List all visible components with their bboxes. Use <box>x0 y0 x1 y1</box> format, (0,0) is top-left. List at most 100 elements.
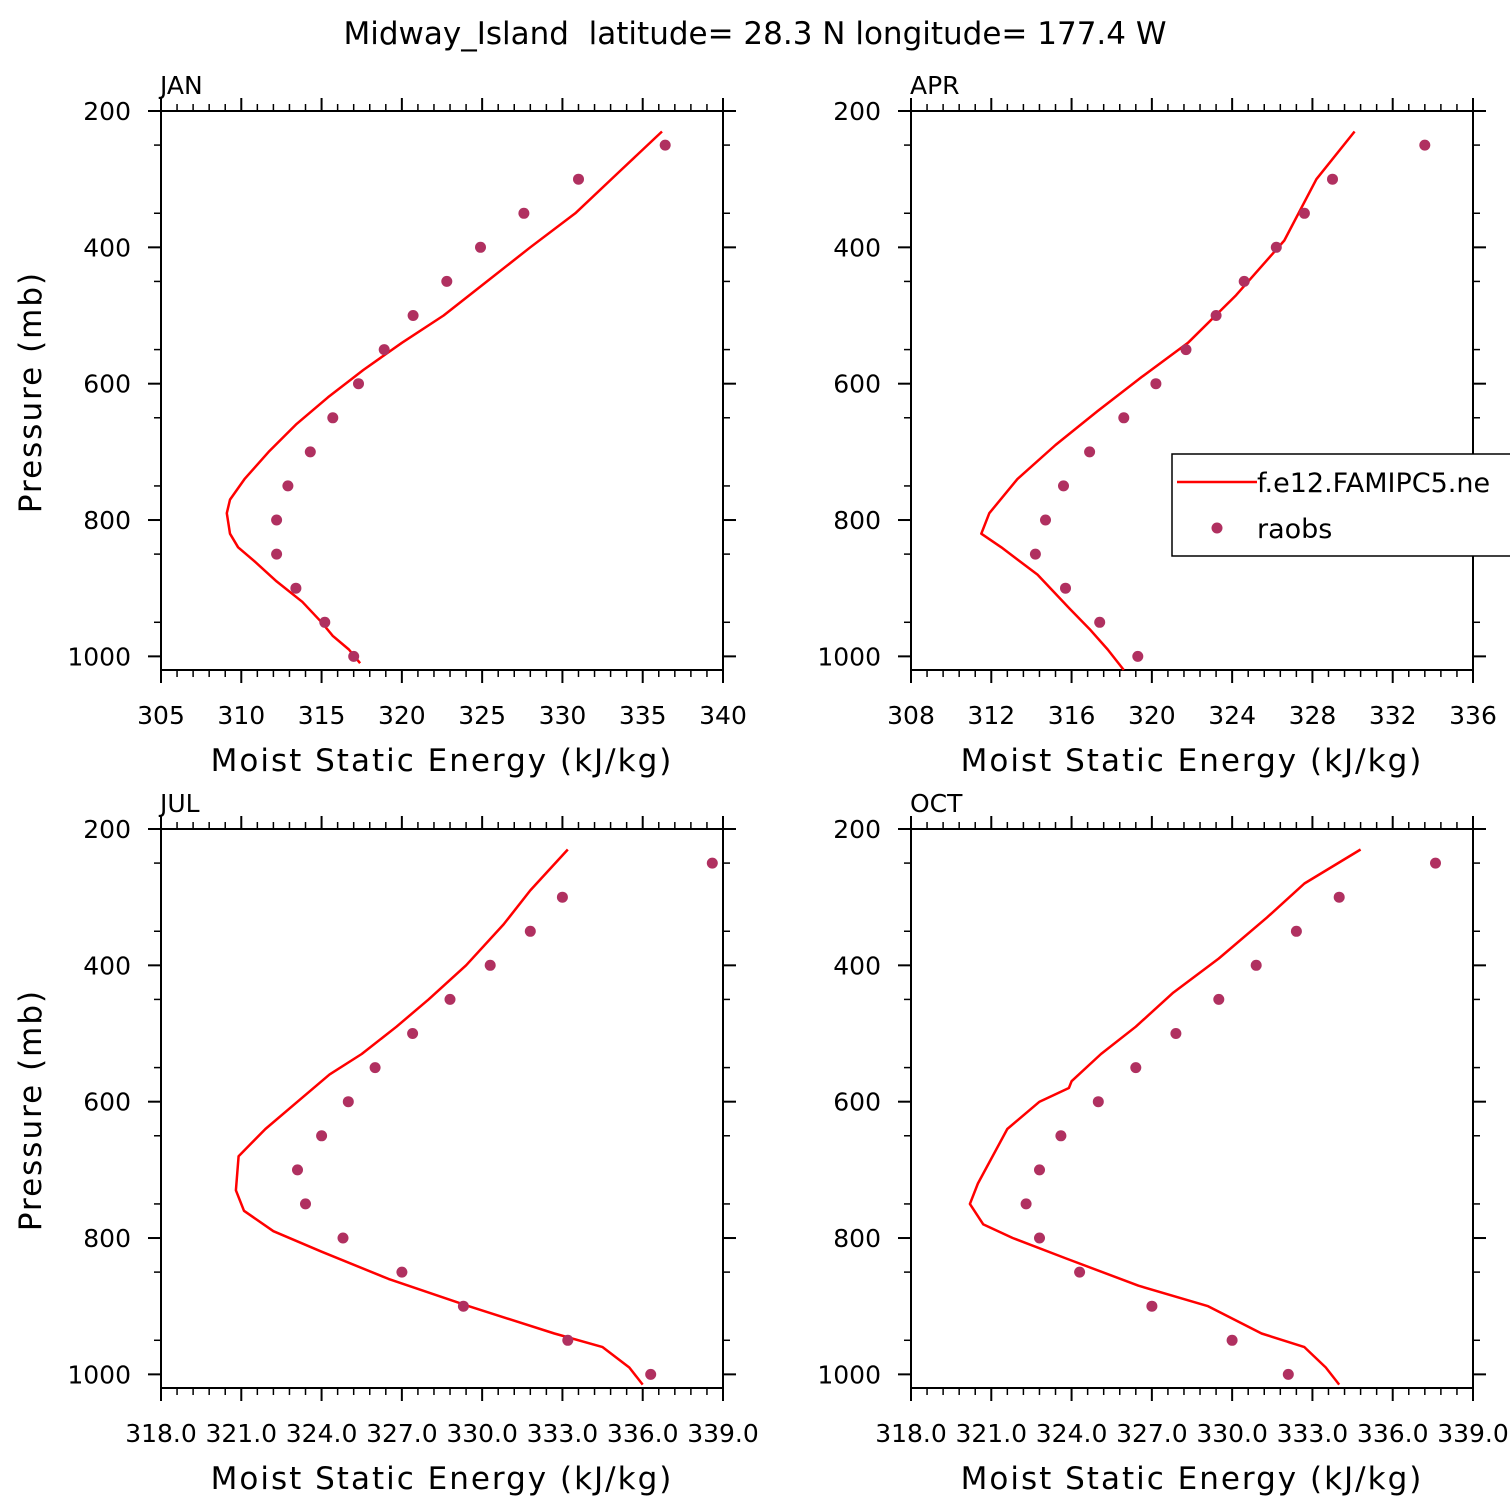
x-tick-label: 320 <box>1128 701 1176 730</box>
x-tick-label: 339.0 <box>687 1419 759 1448</box>
y-tick-label: 800 <box>83 1224 131 1253</box>
y-tick-label: 200 <box>83 97 131 126</box>
raobs-point <box>1094 616 1106 628</box>
x-tick-label: 336 <box>1449 701 1497 730</box>
raobs-point <box>316 1130 328 1142</box>
chart-title: Midway_Island latitude= 28.3 N longitude… <box>344 16 1167 52</box>
raobs-point <box>1146 1300 1158 1312</box>
raobs-point <box>1084 446 1096 458</box>
raobs-point <box>457 1300 469 1312</box>
x-tick-label: 325 <box>458 701 506 730</box>
model-series-line <box>980 130 1356 671</box>
raobs-point <box>645 1368 657 1380</box>
raobs-point <box>1430 857 1441 869</box>
y-axis-label-jan: Pressure (mb) <box>13 271 49 513</box>
panel-label-jul: JUL <box>158 789 200 818</box>
raobs-point <box>1170 1028 1182 1039</box>
x-tick-label: 330.0 <box>446 1419 518 1448</box>
plot-frame <box>910 828 1474 1389</box>
raobs-point <box>1282 1368 1294 1380</box>
raobs-point <box>1074 1266 1086 1278</box>
raobs-point <box>407 310 419 321</box>
raobs-point <box>1034 1164 1045 1176</box>
raobs-point <box>573 173 584 185</box>
x-axis-label-apr: Moist Static Energy (kJ/kg) <box>961 743 1424 779</box>
raobs-point <box>556 891 568 903</box>
raobs-point <box>348 650 360 662</box>
raobs-point <box>1034 1232 1045 1244</box>
y-tick-label: 600 <box>833 1088 881 1117</box>
x-tick-label: 324.0 <box>1036 1419 1108 1448</box>
raobs-point <box>1055 1130 1067 1142</box>
x-tick-label: 330.0 <box>1196 1419 1268 1448</box>
x-tick-label: 321.0 <box>955 1419 1027 1448</box>
x-tick-label: 333.0 <box>527 1419 599 1448</box>
raobs-point <box>1238 275 1250 287</box>
model-series-line <box>968 848 1362 1386</box>
raobs-point <box>1060 582 1071 594</box>
raobs-point <box>524 925 536 937</box>
panel-label-oct: OCT <box>910 789 963 818</box>
raobs-point <box>659 139 671 151</box>
raobs-point <box>319 616 331 628</box>
x-axis-label-jan: Moist Static Energy (kJ/kg) <box>211 743 674 779</box>
raobs-point <box>484 959 496 971</box>
y-tick-label: 1000 <box>67 1360 131 1389</box>
raobs-point <box>1118 412 1130 424</box>
x-tick-label: 315 <box>298 701 346 730</box>
raobs-point <box>1150 378 1162 390</box>
y-tick-label: 200 <box>833 97 881 126</box>
raobs-point <box>1298 207 1310 219</box>
raobs-point <box>441 275 453 287</box>
raobs-point <box>271 514 283 526</box>
y-tick-label: 400 <box>833 951 881 980</box>
legend-marker-swatch <box>1211 522 1223 534</box>
panel-jan: JAN Moist Static Energy (kJ/kg) Pressure… <box>13 71 747 779</box>
x-tick-label: 327.0 <box>366 1419 438 1448</box>
raobs-point <box>337 1232 349 1244</box>
raobs-point <box>1333 891 1345 903</box>
x-tick-label: 330 <box>539 701 587 730</box>
panel-apr: APR Moist Static Energy (kJ/kg) 308 312 31… <box>817 71 1496 779</box>
raobs-point <box>444 993 456 1005</box>
x-tick-label: 308 <box>887 701 935 730</box>
panel-label-jan: JAN <box>158 71 203 100</box>
x-tick-label: 305 <box>137 701 185 730</box>
x-tick-label: 324.0 <box>286 1419 358 1448</box>
raobs-point <box>292 1164 303 1176</box>
model-series-line <box>225 130 663 664</box>
plot-frame <box>160 110 724 671</box>
y-tick-label: 400 <box>83 951 131 980</box>
panel-label-apr: APR <box>910 71 960 100</box>
raobs-point <box>1040 514 1051 526</box>
raobs-point <box>1210 310 1222 321</box>
legend-label-obs: raobs <box>1257 514 1332 545</box>
raobs-point <box>342 1096 354 1108</box>
y-tick-label: 1000 <box>817 642 881 671</box>
raobs-point <box>1029 548 1041 560</box>
panel-oct: OCT Moist Static Energy (kJ/kg) 318.0 321… <box>817 789 1508 1497</box>
raobs-point <box>327 412 339 424</box>
x-tick-label: 312 <box>967 701 1015 730</box>
y-tick-label: 400 <box>833 233 881 262</box>
x-tick-label: 340 <box>699 701 747 730</box>
raobs-point <box>369 1062 381 1074</box>
legend: f.e12.FAMIPC5.ne raobs <box>1171 453 1510 557</box>
raobs-point <box>1092 1096 1104 1108</box>
y-tick-label: 800 <box>83 506 131 535</box>
raobs-point <box>706 857 718 869</box>
panel-jul: JUL Moist Static Energy (kJ/kg) Pressure… <box>13 789 759 1497</box>
y-tick-label: 800 <box>833 506 881 535</box>
y-tick-label: 600 <box>83 370 131 399</box>
raobs-point <box>1290 925 1302 937</box>
raobs-point <box>1250 959 1262 971</box>
raobs-point <box>1213 993 1225 1005</box>
y-tick-label: 200 <box>83 815 131 844</box>
y-tick-label: 200 <box>833 815 881 844</box>
raobs-point <box>475 241 486 253</box>
raobs-point <box>300 1198 311 1210</box>
raobs-point <box>1020 1198 1032 1210</box>
model-series-line <box>234 848 644 1386</box>
x-tick-label: 339.0 <box>1437 1419 1509 1448</box>
raobs-point <box>353 378 364 390</box>
